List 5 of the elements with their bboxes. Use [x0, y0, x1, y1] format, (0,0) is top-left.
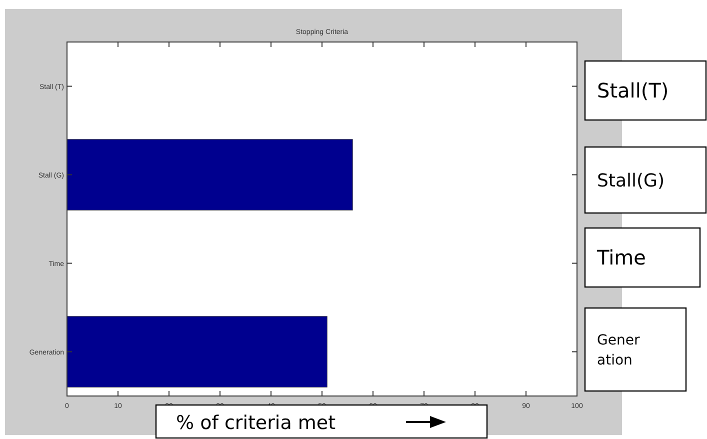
text: Gener ation	[597, 332, 640, 369]
text: Stall(G)	[597, 170, 665, 192]
text: Stall(T)	[597, 78, 669, 102]
x-axis-title: % of criteria met	[176, 412, 336, 434]
text: Time	[596, 246, 646, 270]
